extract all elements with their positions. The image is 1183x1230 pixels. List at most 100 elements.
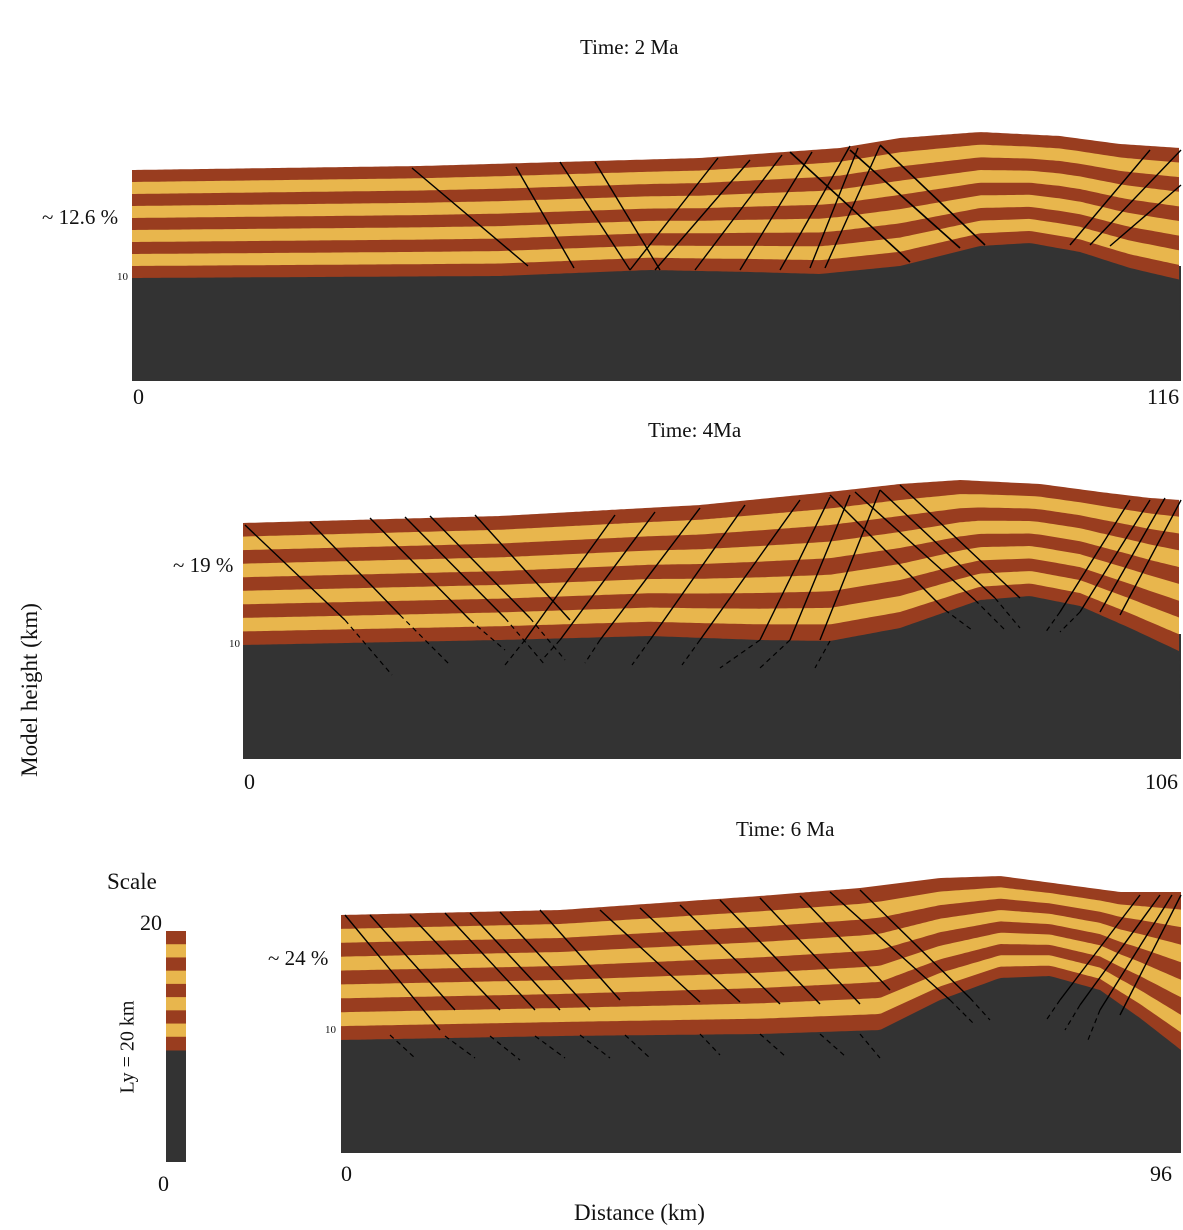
panel-1-layer <box>132 157 1179 207</box>
panel-2-fault-line <box>474 514 571 621</box>
panel-1-basement <box>132 266 1181 381</box>
panel-2-fault-dashed <box>344 619 393 676</box>
panel-2-layer <box>243 507 1179 565</box>
scale-title: Scale <box>107 869 157 894</box>
scale-bar-layer <box>166 1023 186 1038</box>
panel-2-fault-dashed <box>719 639 761 669</box>
panel-2-layer <box>243 494 1179 551</box>
panel-3-fault-dashed <box>1044 999 1061 1023</box>
panel-3-layer <box>341 965 1181 1051</box>
panel-2-fault-dashed <box>1059 611 1081 633</box>
panel-3-fault-dashed <box>759 1033 786 1057</box>
panel-1-fault-line <box>1089 149 1182 246</box>
panel-2-basement-arch <box>243 596 1181 759</box>
panel-1-fault-line <box>515 166 575 269</box>
panel-2-fault-line <box>829 494 946 611</box>
y-axis-label: Model height (km) <box>17 603 42 777</box>
panel-3-time-label: Time: 6 Ma <box>736 817 835 841</box>
panel-2-fault-line <box>1119 499 1182 616</box>
panel-3-fault-dashed <box>624 1034 651 1059</box>
panel-2-layer <box>243 480 1179 538</box>
panel-3-fault-dashed <box>444 1035 476 1059</box>
panel-1-fault-line <box>824 145 881 269</box>
scale-top-label: 20 <box>140 910 162 935</box>
panel-1-layer <box>132 144 1179 195</box>
panel-2-layer <box>243 558 1179 619</box>
panel-3-fault-dashed <box>819 1033 846 1057</box>
panel-1-fault-line <box>809 147 859 269</box>
panel-2-fault-line <box>879 489 996 599</box>
panel-3-fault-dashed <box>1087 1009 1101 1041</box>
panel-2-basement <box>243 634 1181 759</box>
panel-3-layer <box>341 955 1181 1033</box>
panel-3-fault-line <box>1119 894 1182 1016</box>
panel-2-fault-dashed <box>469 619 506 651</box>
panel-2-fault-line <box>1059 499 1131 613</box>
panel-1-x-start-label: 0 <box>133 384 144 409</box>
panel-2-fault-line <box>599 507 701 641</box>
panel-3-fault-dashed <box>489 1035 521 1061</box>
panel-3-fault-line <box>444 912 536 1011</box>
panel-3-layer <box>341 876 1181 930</box>
panel-3-fault-line <box>859 889 971 999</box>
panel-2-fault-dashed <box>541 639 561 661</box>
panel-2-depth-10-label: 10 <box>229 638 240 650</box>
panel-3-depth-10-label: 10 <box>325 1024 336 1036</box>
panel-3-fault-dashed <box>969 997 991 1021</box>
panel-3-fault-line <box>759 897 861 1005</box>
panel-1-shortening-label: ~ 12.6 % <box>42 205 119 229</box>
scale-bar-layer <box>166 957 186 972</box>
panel-2-layer <box>243 583 1179 652</box>
panel-3-fault-line <box>369 914 456 1011</box>
scale-bar-basement <box>166 1050 186 1162</box>
x-axis-label: Distance (km) <box>574 1200 705 1225</box>
panel-2-fault-dashed <box>631 639 651 666</box>
panel-1-basement-arch <box>132 243 1181 381</box>
panel-2-fault-line <box>369 517 471 621</box>
panel-1-fault-line <box>694 154 783 271</box>
panel-3-fault-line <box>539 909 621 1001</box>
scale-bottom-label: 0 <box>158 1171 169 1196</box>
panel-1-fault-line <box>594 161 661 271</box>
panel-2-time-label: Time: 4Ma <box>648 418 742 442</box>
panel-3-fault-line <box>1079 894 1161 1006</box>
panel-2-fault-dashed <box>759 639 791 669</box>
panel-3-layer <box>341 898 1181 958</box>
panel-1-layer <box>132 218 1179 267</box>
panel-1-fault-line <box>789 151 911 263</box>
panel-3-fault-line <box>679 904 781 1005</box>
panel-3-fault-dashed <box>389 1034 416 1059</box>
panel-2-fault-line <box>1099 497 1166 613</box>
panel-1-layer <box>132 132 1179 183</box>
panel-1-layer <box>132 170 1179 219</box>
panel-3-fault-line <box>599 909 701 1003</box>
panel-2-fault-line <box>524 514 616 641</box>
panel-1-fault-line <box>879 144 986 246</box>
panel-1-fault-line <box>411 167 529 267</box>
panel-2-fault-line <box>404 516 506 619</box>
panel-3-fault-dashed <box>949 999 976 1026</box>
scale-bar-layer <box>166 1036 186 1051</box>
panel-3-fault-line <box>499 911 591 1011</box>
panel-1 <box>132 132 1182 381</box>
panel-1-fault-line <box>779 145 851 271</box>
panel-3-fault-dashed <box>534 1035 566 1059</box>
panel-1-fault-line <box>654 159 751 271</box>
panel-1-fault-line <box>559 161 631 271</box>
panel-3-basement-arch <box>341 976 1181 1153</box>
panel-2-fault-line <box>429 515 531 619</box>
panel-3-fault-dashed <box>579 1034 611 1059</box>
panel-3-fault-line <box>829 891 951 1001</box>
panel-3-x-end-label: 96 <box>1150 1161 1172 1186</box>
scale-bar-layer <box>166 997 186 1011</box>
panel-1-x-end-label: 116 <box>1147 384 1180 409</box>
panel-1-fault-line <box>1109 184 1182 247</box>
panel-2-layer <box>243 571 1179 635</box>
panel-2-x-end-label: 106 <box>1145 769 1178 794</box>
panel-3-layer <box>341 910 1181 972</box>
panel-2-fault-line <box>1079 499 1151 613</box>
panel-3-fault-dashed <box>1064 1004 1081 1031</box>
scale-bar-layer <box>166 931 186 945</box>
scale-bar <box>166 931 186 1162</box>
